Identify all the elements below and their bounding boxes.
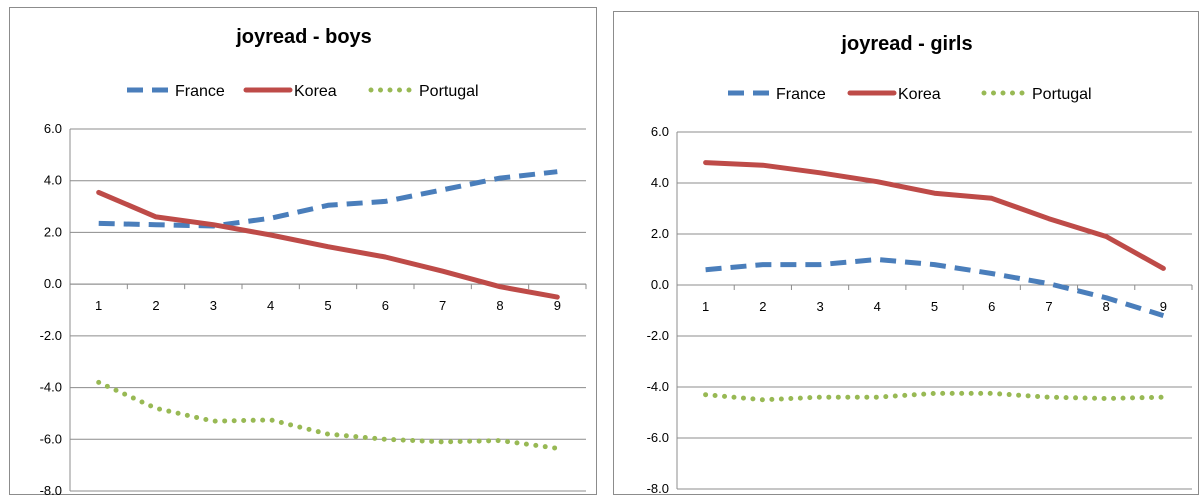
legend-label-portugal: Portugal [419, 83, 479, 100]
x-tick-label: 2 [152, 298, 159, 313]
y-tick-label: 2.0 [651, 226, 669, 241]
y-tick-label: -8.0 [647, 481, 669, 496]
x-tick-label: 8 [1103, 299, 1110, 314]
series-line-korea [96, 189, 560, 300]
y-tick-label: -8.0 [40, 483, 62, 497]
y-tick-label: 6.0 [651, 124, 669, 139]
series-line-portugal [96, 379, 560, 451]
x-tick-label: 7 [439, 298, 446, 313]
y-tick-label: -2.0 [647, 328, 669, 343]
chart-panel-girls: joyread - girls 6.0 4.0 2.0 0.0 -2.0 -4.0 -6.0 -… [613, 11, 1199, 496]
x-tick-label: 8 [496, 298, 503, 313]
chart-panel-boys: joyread - boys 6.0 4.0 2.0 0.0 -2.0 -4.0 -6.0 -8… [9, 7, 597, 497]
y-tick-label: -2.0 [40, 328, 62, 343]
chart-svg-girls: joyread - girls 6.0 4.0 2.0 0.0 -2.0 -4.0 -6.0 -… [647, 33, 1193, 496]
series-line-france [705, 257, 1165, 318]
x-tick-label: 5 [324, 298, 331, 313]
x-tick-label: 9 [554, 298, 561, 313]
y-tick-label: 4.0 [44, 173, 62, 188]
legend-label-france: France [776, 86, 826, 103]
y-tick-label: 6.0 [44, 121, 62, 136]
y-tick-label: 0.0 [651, 277, 669, 292]
x-tick-label: 5 [931, 299, 938, 314]
x-tick-label: 9 [1160, 299, 1167, 314]
x-tick-label: 6 [382, 298, 389, 313]
x-tick-label: 3 [816, 299, 823, 314]
x-tick-label: 4 [267, 298, 274, 313]
y-tick-label: -6.0 [647, 430, 669, 445]
series-line-france [98, 169, 558, 229]
y-tick-label: -6.0 [40, 431, 62, 446]
chart-title: joyread - boys [235, 26, 372, 48]
chart-svg-boys: joyread - boys 6.0 4.0 2.0 0.0 -2.0 -4.0 -6.0 -8… [40, 26, 587, 497]
y-tick-label: 4.0 [651, 175, 669, 190]
y-tick-label: -4.0 [40, 380, 62, 395]
x-tick-label: 4 [874, 299, 881, 314]
x-tick-label: 1 [702, 299, 709, 314]
series-line-korea [703, 160, 1166, 271]
x-tick-label: 3 [210, 298, 217, 313]
legend-label-korea: Korea [898, 86, 941, 103]
chart-title: joyread - girls [840, 33, 972, 55]
y-tick-label: 2.0 [44, 224, 62, 239]
series-line-portugal [703, 390, 1166, 403]
x-tick-label: 1 [95, 298, 102, 313]
legend-label-france: France [175, 83, 225, 100]
y-tick-label: 0.0 [44, 276, 62, 291]
y-tick-label: -4.0 [647, 379, 669, 394]
x-tick-label: 6 [988, 299, 995, 314]
x-tick-label: 2 [759, 299, 766, 314]
x-tick-label: 7 [1045, 299, 1052, 314]
legend-label-korea: Korea [294, 83, 337, 100]
legend-label-portugal: Portugal [1032, 86, 1092, 103]
